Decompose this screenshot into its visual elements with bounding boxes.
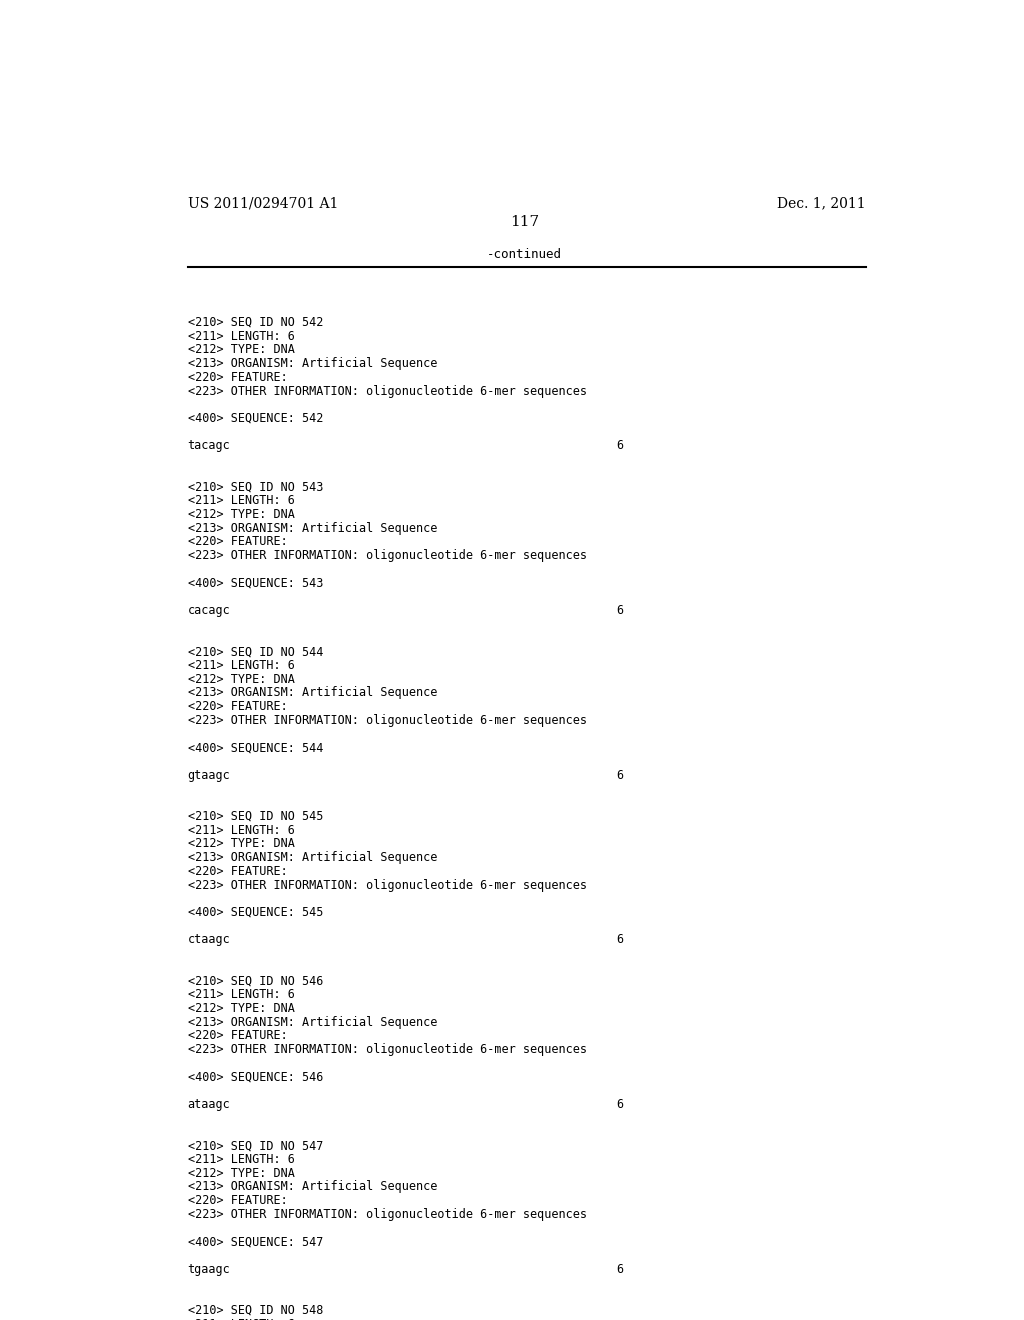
Text: <210> SEQ ID NO 548: <210> SEQ ID NO 548: [187, 1304, 323, 1317]
Text: <400> SEQUENCE: 544: <400> SEQUENCE: 544: [187, 742, 323, 754]
Text: <220> FEATURE:: <220> FEATURE:: [187, 536, 288, 549]
Text: <223> OTHER INFORMATION: oligonucleotide 6-mer sequences: <223> OTHER INFORMATION: oligonucleotide…: [187, 1208, 587, 1221]
Text: <210> SEQ ID NO 545: <210> SEQ ID NO 545: [187, 810, 323, 822]
Text: <220> FEATURE:: <220> FEATURE:: [187, 1195, 288, 1206]
Text: <212> TYPE: DNA: <212> TYPE: DNA: [187, 673, 294, 685]
Text: <223> OTHER INFORMATION: oligonucleotide 6-mer sequences: <223> OTHER INFORMATION: oligonucleotide…: [187, 714, 587, 727]
Text: <220> FEATURE:: <220> FEATURE:: [187, 371, 288, 384]
Text: US 2011/0294701 A1: US 2011/0294701 A1: [187, 195, 338, 210]
Text: 6: 6: [616, 933, 624, 946]
Text: <211> LENGTH: 6: <211> LENGTH: 6: [187, 824, 294, 837]
Text: <213> ORGANISM: Artificial Sequence: <213> ORGANISM: Artificial Sequence: [187, 851, 437, 865]
Text: <210> SEQ ID NO 543: <210> SEQ ID NO 543: [187, 480, 323, 494]
Text: <212> TYPE: DNA: <212> TYPE: DNA: [187, 1167, 294, 1180]
Text: ataagc: ataagc: [187, 1098, 230, 1111]
Text: Dec. 1, 2011: Dec. 1, 2011: [777, 195, 866, 210]
Text: <210> SEQ ID NO 542: <210> SEQ ID NO 542: [187, 315, 323, 329]
Text: tacagc: tacagc: [187, 440, 230, 453]
Text: -continued: -continued: [487, 248, 562, 261]
Text: tgaagc: tgaagc: [187, 1263, 230, 1275]
Text: <213> ORGANISM: Artificial Sequence: <213> ORGANISM: Artificial Sequence: [187, 1180, 437, 1193]
Text: <220> FEATURE:: <220> FEATURE:: [187, 865, 288, 878]
Text: <220> FEATURE:: <220> FEATURE:: [187, 1030, 288, 1043]
Text: <211> LENGTH: 6: <211> LENGTH: 6: [187, 989, 294, 1002]
Text: cacagc: cacagc: [187, 605, 230, 616]
Text: <223> OTHER INFORMATION: oligonucleotide 6-mer sequences: <223> OTHER INFORMATION: oligonucleotide…: [187, 879, 587, 891]
Text: <220> FEATURE:: <220> FEATURE:: [187, 700, 288, 713]
Text: <400> SEQUENCE: 547: <400> SEQUENCE: 547: [187, 1236, 323, 1249]
Text: <223> OTHER INFORMATION: oligonucleotide 6-mer sequences: <223> OTHER INFORMATION: oligonucleotide…: [187, 1043, 587, 1056]
Text: 6: 6: [616, 605, 624, 616]
Text: <223> OTHER INFORMATION: oligonucleotide 6-mer sequences: <223> OTHER INFORMATION: oligonucleotide…: [187, 549, 587, 562]
Text: <212> TYPE: DNA: <212> TYPE: DNA: [187, 837, 294, 850]
Text: <213> ORGANISM: Artificial Sequence: <213> ORGANISM: Artificial Sequence: [187, 686, 437, 700]
Text: 6: 6: [616, 1263, 624, 1275]
Text: gtaagc: gtaagc: [187, 768, 230, 781]
Text: <211> LENGTH: 6: <211> LENGTH: 6: [187, 494, 294, 507]
Text: 6: 6: [616, 768, 624, 781]
Text: <400> SEQUENCE: 545: <400> SEQUENCE: 545: [187, 906, 323, 919]
Text: <212> TYPE: DNA: <212> TYPE: DNA: [187, 1002, 294, 1015]
Text: <213> ORGANISM: Artificial Sequence: <213> ORGANISM: Artificial Sequence: [187, 521, 437, 535]
Text: <400> SEQUENCE: 542: <400> SEQUENCE: 542: [187, 412, 323, 425]
Text: <400> SEQUENCE: 546: <400> SEQUENCE: 546: [187, 1071, 323, 1084]
Text: <211> LENGTH: 6: <211> LENGTH: 6: [187, 1152, 294, 1166]
Text: <210> SEQ ID NO 546: <210> SEQ ID NO 546: [187, 974, 323, 987]
Text: <211> LENGTH: 6: <211> LENGTH: 6: [187, 330, 294, 343]
Text: <213> ORGANISM: Artificial Sequence: <213> ORGANISM: Artificial Sequence: [187, 1015, 437, 1028]
Text: 6: 6: [616, 1098, 624, 1111]
Text: 6: 6: [616, 440, 624, 453]
Text: <400> SEQUENCE: 543: <400> SEQUENCE: 543: [187, 577, 323, 590]
Text: <210> SEQ ID NO 547: <210> SEQ ID NO 547: [187, 1139, 323, 1152]
Text: <212> TYPE: DNA: <212> TYPE: DNA: [187, 508, 294, 521]
Text: <211> LENGTH: 6: <211> LENGTH: 6: [187, 1317, 294, 1320]
Text: 117: 117: [510, 215, 540, 230]
Text: <223> OTHER INFORMATION: oligonucleotide 6-mer sequences: <223> OTHER INFORMATION: oligonucleotide…: [187, 384, 587, 397]
Text: <212> TYPE: DNA: <212> TYPE: DNA: [187, 343, 294, 356]
Text: ctaagc: ctaagc: [187, 933, 230, 946]
Text: <211> LENGTH: 6: <211> LENGTH: 6: [187, 659, 294, 672]
Text: <210> SEQ ID NO 544: <210> SEQ ID NO 544: [187, 645, 323, 659]
Text: <213> ORGANISM: Artificial Sequence: <213> ORGANISM: Artificial Sequence: [187, 358, 437, 370]
